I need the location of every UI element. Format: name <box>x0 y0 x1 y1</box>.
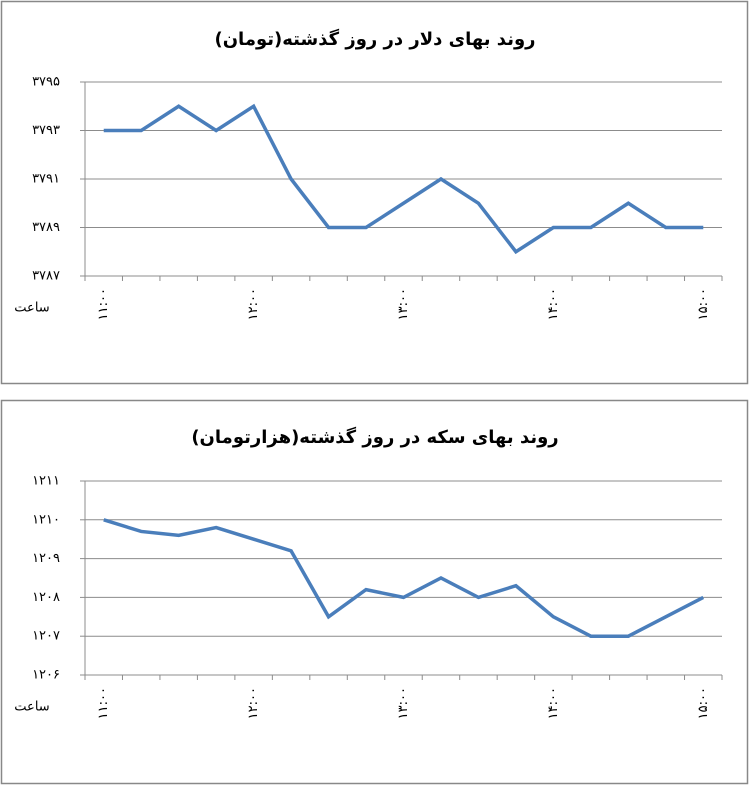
y-tick-label: ۱۲۰۹ <box>32 551 60 566</box>
x-tick-label: ۱۲:۰۰ <box>246 687 261 719</box>
x-tick-label: ۱۵:۰۰ <box>696 288 711 320</box>
x-tick-label: ۱۱:۰۰ <box>96 687 111 719</box>
y-tick-label: ۱۲۰۸ <box>32 590 60 605</box>
x-tick-label: ۱۵:۰۰ <box>696 687 711 719</box>
x-tick-label: ۱۱:۰۰ <box>96 288 111 320</box>
y-tick-label: ۱۲۰۷ <box>32 629 60 644</box>
x-axis-label: ساعت <box>14 301 49 316</box>
y-tick-label: ۳۷۹۵ <box>32 75 60 90</box>
y-tick-label: ۱۲۱۰ <box>32 512 60 527</box>
y-tick-label: ۳۷۸۷ <box>32 269 60 284</box>
x-tick-label: ۱۳:۰۰ <box>396 288 411 320</box>
x-tick-label: ۱۴:۰۰ <box>546 687 561 719</box>
y-tick-label: ۳۷۹۳ <box>32 123 60 138</box>
x-tick-label: ۱۲:۰۰ <box>246 288 261 320</box>
chart-title: روند بهای سکه در روز گذشته(هزارتومان) <box>191 426 558 448</box>
x-tick-label: ۱۳:۰۰ <box>396 687 411 719</box>
y-tick-label: ۳۷۸۹ <box>32 220 60 235</box>
y-tick-label: ۱۲۰۶ <box>32 668 60 683</box>
y-tick-label: ۳۷۹۱ <box>32 172 60 187</box>
chart-title: روند بهای دلار در روز گذشته(تومان) <box>214 28 535 50</box>
data-line <box>103 518 705 638</box>
x-axis-label: ساعت <box>14 700 49 715</box>
y-tick-label: ۱۲۱۱ <box>32 474 60 489</box>
x-tick-label: ۱۴:۰۰ <box>546 288 561 320</box>
chart-frame <box>0 0 749 385</box>
data-line <box>103 103 704 255</box>
